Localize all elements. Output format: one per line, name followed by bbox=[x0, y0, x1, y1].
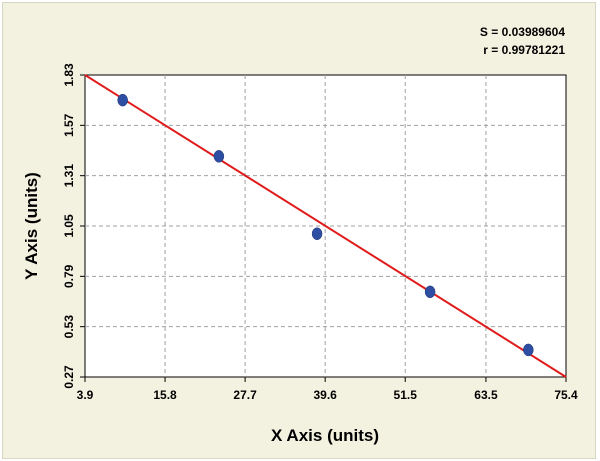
stat-r-value: r = 0.99781221 bbox=[483, 43, 565, 57]
y-tick-label: 1.05 bbox=[62, 214, 76, 238]
y-tick-label: 1.31 bbox=[62, 164, 76, 188]
y-tick-label: 1.57 bbox=[62, 113, 76, 137]
data-point bbox=[424, 285, 436, 299]
y-tick-label: 1.83 bbox=[62, 63, 76, 87]
x-tick-label: 15.8 bbox=[153, 388, 177, 402]
x-axis-label: X Axis (units) bbox=[271, 426, 379, 445]
data-points bbox=[117, 93, 534, 357]
stat-s-value: S = 0.03989604 bbox=[479, 25, 565, 39]
fit-line-group bbox=[84, 74, 567, 378]
y-tick-label: 0.27 bbox=[62, 365, 76, 389]
y-axis-label: Y Axis (units) bbox=[22, 172, 41, 280]
x-tick-labels: 3.9 15.8 27.7 39.6 51.5 63.5 75.4 bbox=[77, 388, 578, 402]
x-tick-label: 63.5 bbox=[474, 388, 498, 402]
x-tick-label: 3.9 bbox=[77, 388, 94, 402]
data-point bbox=[213, 150, 225, 163]
y-tick-label: 0.79 bbox=[62, 264, 76, 288]
data-point bbox=[117, 93, 128, 107]
x-tick-label: 39.6 bbox=[313, 388, 337, 402]
x-tick-label: 27.7 bbox=[233, 388, 257, 402]
x-tick-label: 75.4 bbox=[554, 388, 578, 402]
x-tick-label: 51.5 bbox=[394, 388, 418, 402]
data-point bbox=[523, 343, 534, 357]
y-tick-labels: 1.83 1.57 1.31 1.05 0.79 0.53 0.27 bbox=[62, 63, 76, 389]
data-point bbox=[311, 227, 323, 240]
fit-line bbox=[84, 74, 567, 378]
y-tick-label: 0.53 bbox=[62, 315, 76, 339]
